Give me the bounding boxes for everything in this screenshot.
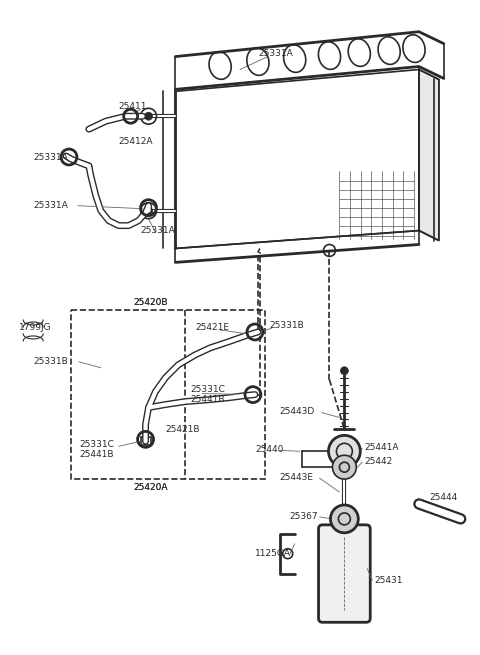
Text: 25331C: 25331C [79, 440, 114, 449]
Text: 25421E: 25421E [195, 324, 229, 333]
Bar [71, 310, 265, 479]
Circle shape [328, 436, 360, 467]
Text: 25412A: 25412A [119, 137, 153, 145]
Text: 25420A: 25420A [133, 483, 168, 491]
Text: 25441A: 25441A [364, 443, 399, 452]
Text: 25331A: 25331A [33, 201, 68, 210]
Circle shape [340, 367, 348, 375]
Text: 1799JG: 1799JG [19, 324, 52, 333]
Bar [141, 438, 151, 445]
Text: 25440: 25440 [255, 445, 283, 454]
Text: 25331C: 25331C [190, 385, 225, 394]
Text: 25442: 25442 [364, 457, 393, 466]
Circle shape [144, 207, 153, 215]
Text: 25441B: 25441B [79, 450, 113, 458]
FancyBboxPatch shape [319, 525, 370, 622]
Text: 25331A: 25331A [141, 226, 175, 235]
Circle shape [333, 455, 356, 479]
Text: 25420A: 25420A [133, 483, 168, 491]
Circle shape [330, 505, 358, 533]
Polygon shape [419, 69, 439, 240]
Text: 25441B: 25441B [190, 395, 225, 404]
Text: 25431: 25431 [374, 576, 403, 585]
Text: 1125GA: 1125GA [255, 549, 291, 558]
Text: 25367: 25367 [290, 512, 318, 521]
Text: 25421B: 25421B [166, 425, 200, 434]
Text: 25411: 25411 [119, 102, 147, 111]
Text: 25331B: 25331B [270, 320, 305, 329]
Text: 25331A: 25331A [33, 153, 68, 162]
Text: 25443D: 25443D [280, 407, 315, 416]
Text: 25443E: 25443E [280, 473, 314, 481]
Circle shape [144, 112, 153, 121]
Text: 25420B: 25420B [133, 297, 168, 307]
Text: 25331A: 25331A [258, 49, 293, 58]
Text: 25331B: 25331B [33, 357, 68, 366]
Text: 25444: 25444 [429, 493, 457, 502]
Text: 25420B: 25420B [133, 297, 168, 307]
